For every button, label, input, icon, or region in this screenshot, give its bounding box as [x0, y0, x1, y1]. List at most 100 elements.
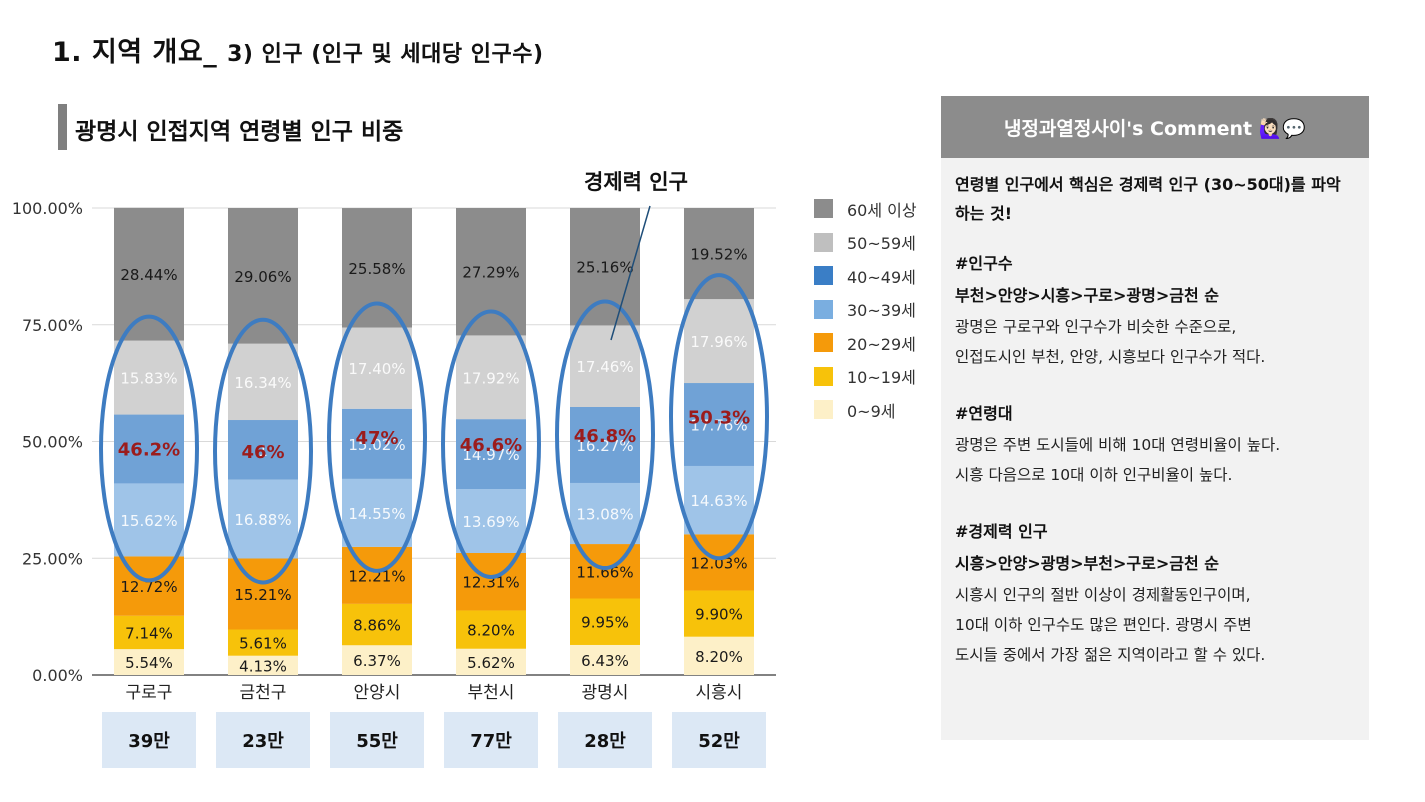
economic-band-ellipse	[669, 273, 769, 561]
section-title: 광명시 인접지역 연령별 인구 비중	[75, 119, 404, 145]
data-label: 16.27%	[576, 437, 633, 455]
data-label: 27.29%	[462, 264, 519, 282]
data-label: 15.21%	[234, 586, 291, 604]
bar-segment	[684, 636, 754, 675]
data-label: 13.08%	[576, 506, 633, 524]
bar-segment	[342, 408, 412, 479]
legend-item: 50~59세	[814, 226, 917, 260]
population-box: 55만	[330, 712, 424, 768]
bar-segment	[570, 207, 640, 326]
data-label: 9.95%	[581, 614, 629, 632]
data-label: 14.55%	[348, 505, 405, 523]
data-label: 5.62%	[467, 654, 515, 672]
callout-label: 경제력 인구	[584, 170, 688, 194]
data-label: 25.16%	[576, 259, 633, 277]
bar-segment	[456, 610, 526, 649]
economic-band-overlay	[570, 325, 640, 545]
data-label: 17.96%	[690, 333, 747, 351]
comment-section-line: 인접도시인 부천, 안양, 시흥보다 인구수가 적다.	[955, 348, 1266, 366]
bar-segment	[342, 208, 412, 328]
bar-segment	[342, 478, 412, 547]
economic-band-ellipse	[99, 314, 199, 583]
population-box: 23만	[216, 712, 310, 768]
legend-item: 10~19세	[814, 360, 917, 394]
economic-share-label: 46.6%	[460, 435, 522, 456]
section-bar	[58, 104, 67, 150]
comment-section-head: #인구수	[955, 254, 1013, 273]
data-label: 12.31%	[462, 574, 519, 592]
data-label: 28.44%	[120, 266, 177, 284]
bar-segment	[684, 383, 754, 466]
legend-swatch	[814, 232, 833, 252]
data-label: 16.34%	[234, 374, 291, 392]
bar-segment	[342, 603, 412, 646]
bar-segment	[228, 629, 298, 656]
bar-segment	[456, 648, 526, 675]
legend-swatch	[814, 266, 833, 286]
bar-segment	[570, 406, 640, 483]
bar-segment	[570, 482, 640, 545]
data-label: 15.83%	[120, 370, 177, 388]
bar-segment	[114, 615, 184, 650]
legend-item: 20~29세	[814, 326, 917, 360]
data-label: 12.03%	[690, 554, 747, 572]
data-label: 11.66%	[576, 563, 633, 581]
legend-item: 40~49세	[814, 259, 917, 293]
y-tick-label: 25.00%	[22, 549, 83, 568]
bar-segment	[228, 558, 298, 630]
bar-segment	[342, 645, 412, 675]
data-label: 12.72%	[120, 578, 177, 596]
data-label: 6.43%	[581, 652, 629, 670]
economic-band-overlay	[228, 343, 298, 559]
comment-section-head: #연령대	[955, 404, 1013, 423]
economic-band-ellipse	[327, 301, 427, 573]
legend-swatch	[814, 333, 833, 353]
bar-segment	[114, 340, 184, 415]
data-label: 25.58%	[348, 260, 405, 278]
bar-segment	[684, 590, 754, 637]
page-title-sub: 3) 인구 (인구 및 세대당 인구수)	[227, 42, 544, 67]
data-label: 6.37%	[353, 652, 401, 670]
x-tick-label: 구로구	[126, 683, 173, 703]
legend-label: 0~9세	[847, 401, 896, 421]
legend-item: 30~39세	[814, 293, 917, 327]
data-label: 19.52%	[690, 246, 747, 264]
page-title: 1. 지역 개요_ 3) 인구 (인구 및 세대당 인구수)	[52, 30, 544, 69]
y-tick-label: 75.00%	[22, 316, 83, 335]
data-label: 8.20%	[467, 622, 515, 640]
x-tick-label: 시흥시	[696, 683, 743, 703]
economic-band-overlay	[342, 327, 412, 547]
y-tick-label: 0.00%	[32, 666, 83, 685]
legend-swatch	[814, 366, 833, 386]
bar-segment	[228, 655, 298, 675]
y-tick-label: 100.00%	[12, 199, 83, 218]
economic-band-overlay	[114, 340, 184, 557]
population-box: 77만	[444, 712, 538, 768]
bar-segment	[114, 649, 184, 675]
bar-segment	[114, 483, 184, 557]
comment-panel-header: 냉정과열정사이's Comment 🙋🏻‍♀️💬	[941, 96, 1369, 158]
data-label: 4.13%	[239, 657, 287, 675]
economic-band-overlay	[684, 299, 754, 535]
comment-section-line: 10대 이하 인구수도 많은 편인다. 광명시 주변	[955, 616, 1252, 634]
data-label: 15.62%	[120, 512, 177, 530]
comment-section-line: 광명은 주변 도시들에 비해 10대 연령비율이 높다.	[955, 436, 1281, 454]
data-label: 15.02%	[348, 436, 405, 454]
bar-segment	[456, 208, 526, 336]
comment-section-rank: 부천>안양>시흥>구로>광명>금천 순	[955, 286, 1219, 305]
bar-segment	[570, 598, 640, 645]
data-label: 16.88%	[234, 511, 291, 529]
comment-section-line: 광명은 구로구와 인구수가 비슷한 수준으로,	[955, 318, 1237, 336]
data-label: 1	[258, 442, 268, 460]
comment-section-line: 시흥 다음으로 10대 이하 인구비율이 높다.	[955, 466, 1233, 484]
data-label: 5.54%	[125, 654, 173, 672]
bar-segment	[684, 208, 754, 300]
page-title-main: 1. 지역 개요_	[52, 37, 218, 68]
legend-swatch	[814, 299, 833, 319]
legend-swatch	[814, 400, 833, 420]
population-box: 52만	[672, 712, 766, 768]
legend-label: 50~59세	[847, 234, 916, 254]
chart-legend: 60세 이상 50~59세 40~49세 30~39세 20~29세 10~19세 0~9세	[814, 192, 917, 427]
economic-band-overlay	[456, 335, 526, 553]
x-tick-label: 금천구	[240, 683, 287, 703]
